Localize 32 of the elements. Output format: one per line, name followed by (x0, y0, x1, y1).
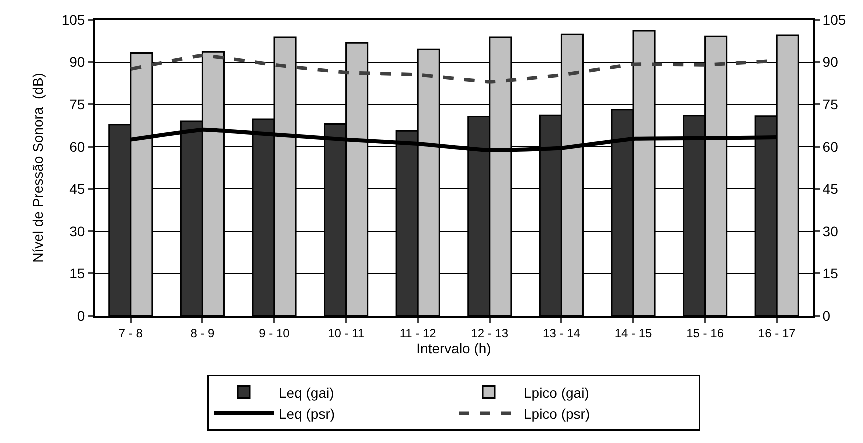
y-tick-label: 60 (70, 138, 86, 155)
y2-tick-label: 15 (822, 266, 839, 282)
y-tick-label: 90 (70, 54, 86, 70)
x-tick-label: 15 - 16 (686, 326, 724, 340)
y-tick-label: 105 (62, 12, 86, 28)
y-tick-label: 0 (77, 308, 86, 324)
y-axis-title: Nível de Pressão Sonora (dB) (30, 73, 46, 263)
y2-tick-label: 105 (822, 12, 846, 28)
y-tick-label: 75 (70, 96, 86, 112)
legend-label: Lpico (gai) (524, 384, 590, 401)
x-tick-label: 12 - 13 (471, 326, 509, 340)
y2-tick-label: 60 (822, 138, 839, 155)
legend-label: Lpico (psr) (524, 406, 590, 422)
y2-tick-label: 45 (822, 181, 839, 198)
x-tick-label: 9 - 10 (259, 326, 290, 340)
x-tick-label: 11 - 12 (400, 326, 437, 340)
legend-label: Leq (gai) (279, 384, 334, 401)
x-tick-label: 13 - 14 (543, 326, 581, 340)
y-tick-label: 30 (70, 223, 86, 240)
y-tick-label: 45 (70, 181, 86, 198)
x-tick-label: 16 - 17 (758, 326, 796, 340)
x-tick-label: 7 - 8 (118, 326, 144, 340)
x-tick-label: 14 - 15 (614, 326, 653, 340)
x-tick-label: 10 - 11 (328, 326, 365, 340)
y2-tick-label: 30 (822, 223, 839, 240)
x-axis-title: Intervalo (h) (416, 340, 492, 356)
y2-tick-label: 90 (822, 54, 839, 70)
y2-tick-label: 75 (822, 96, 839, 112)
y-tick-label: 15 (70, 266, 86, 282)
y2-tick-label: 0 (822, 308, 831, 324)
legend-label: Leq (psr) (279, 406, 336, 422)
x-tick-label: 8 - 9 (190, 326, 216, 340)
